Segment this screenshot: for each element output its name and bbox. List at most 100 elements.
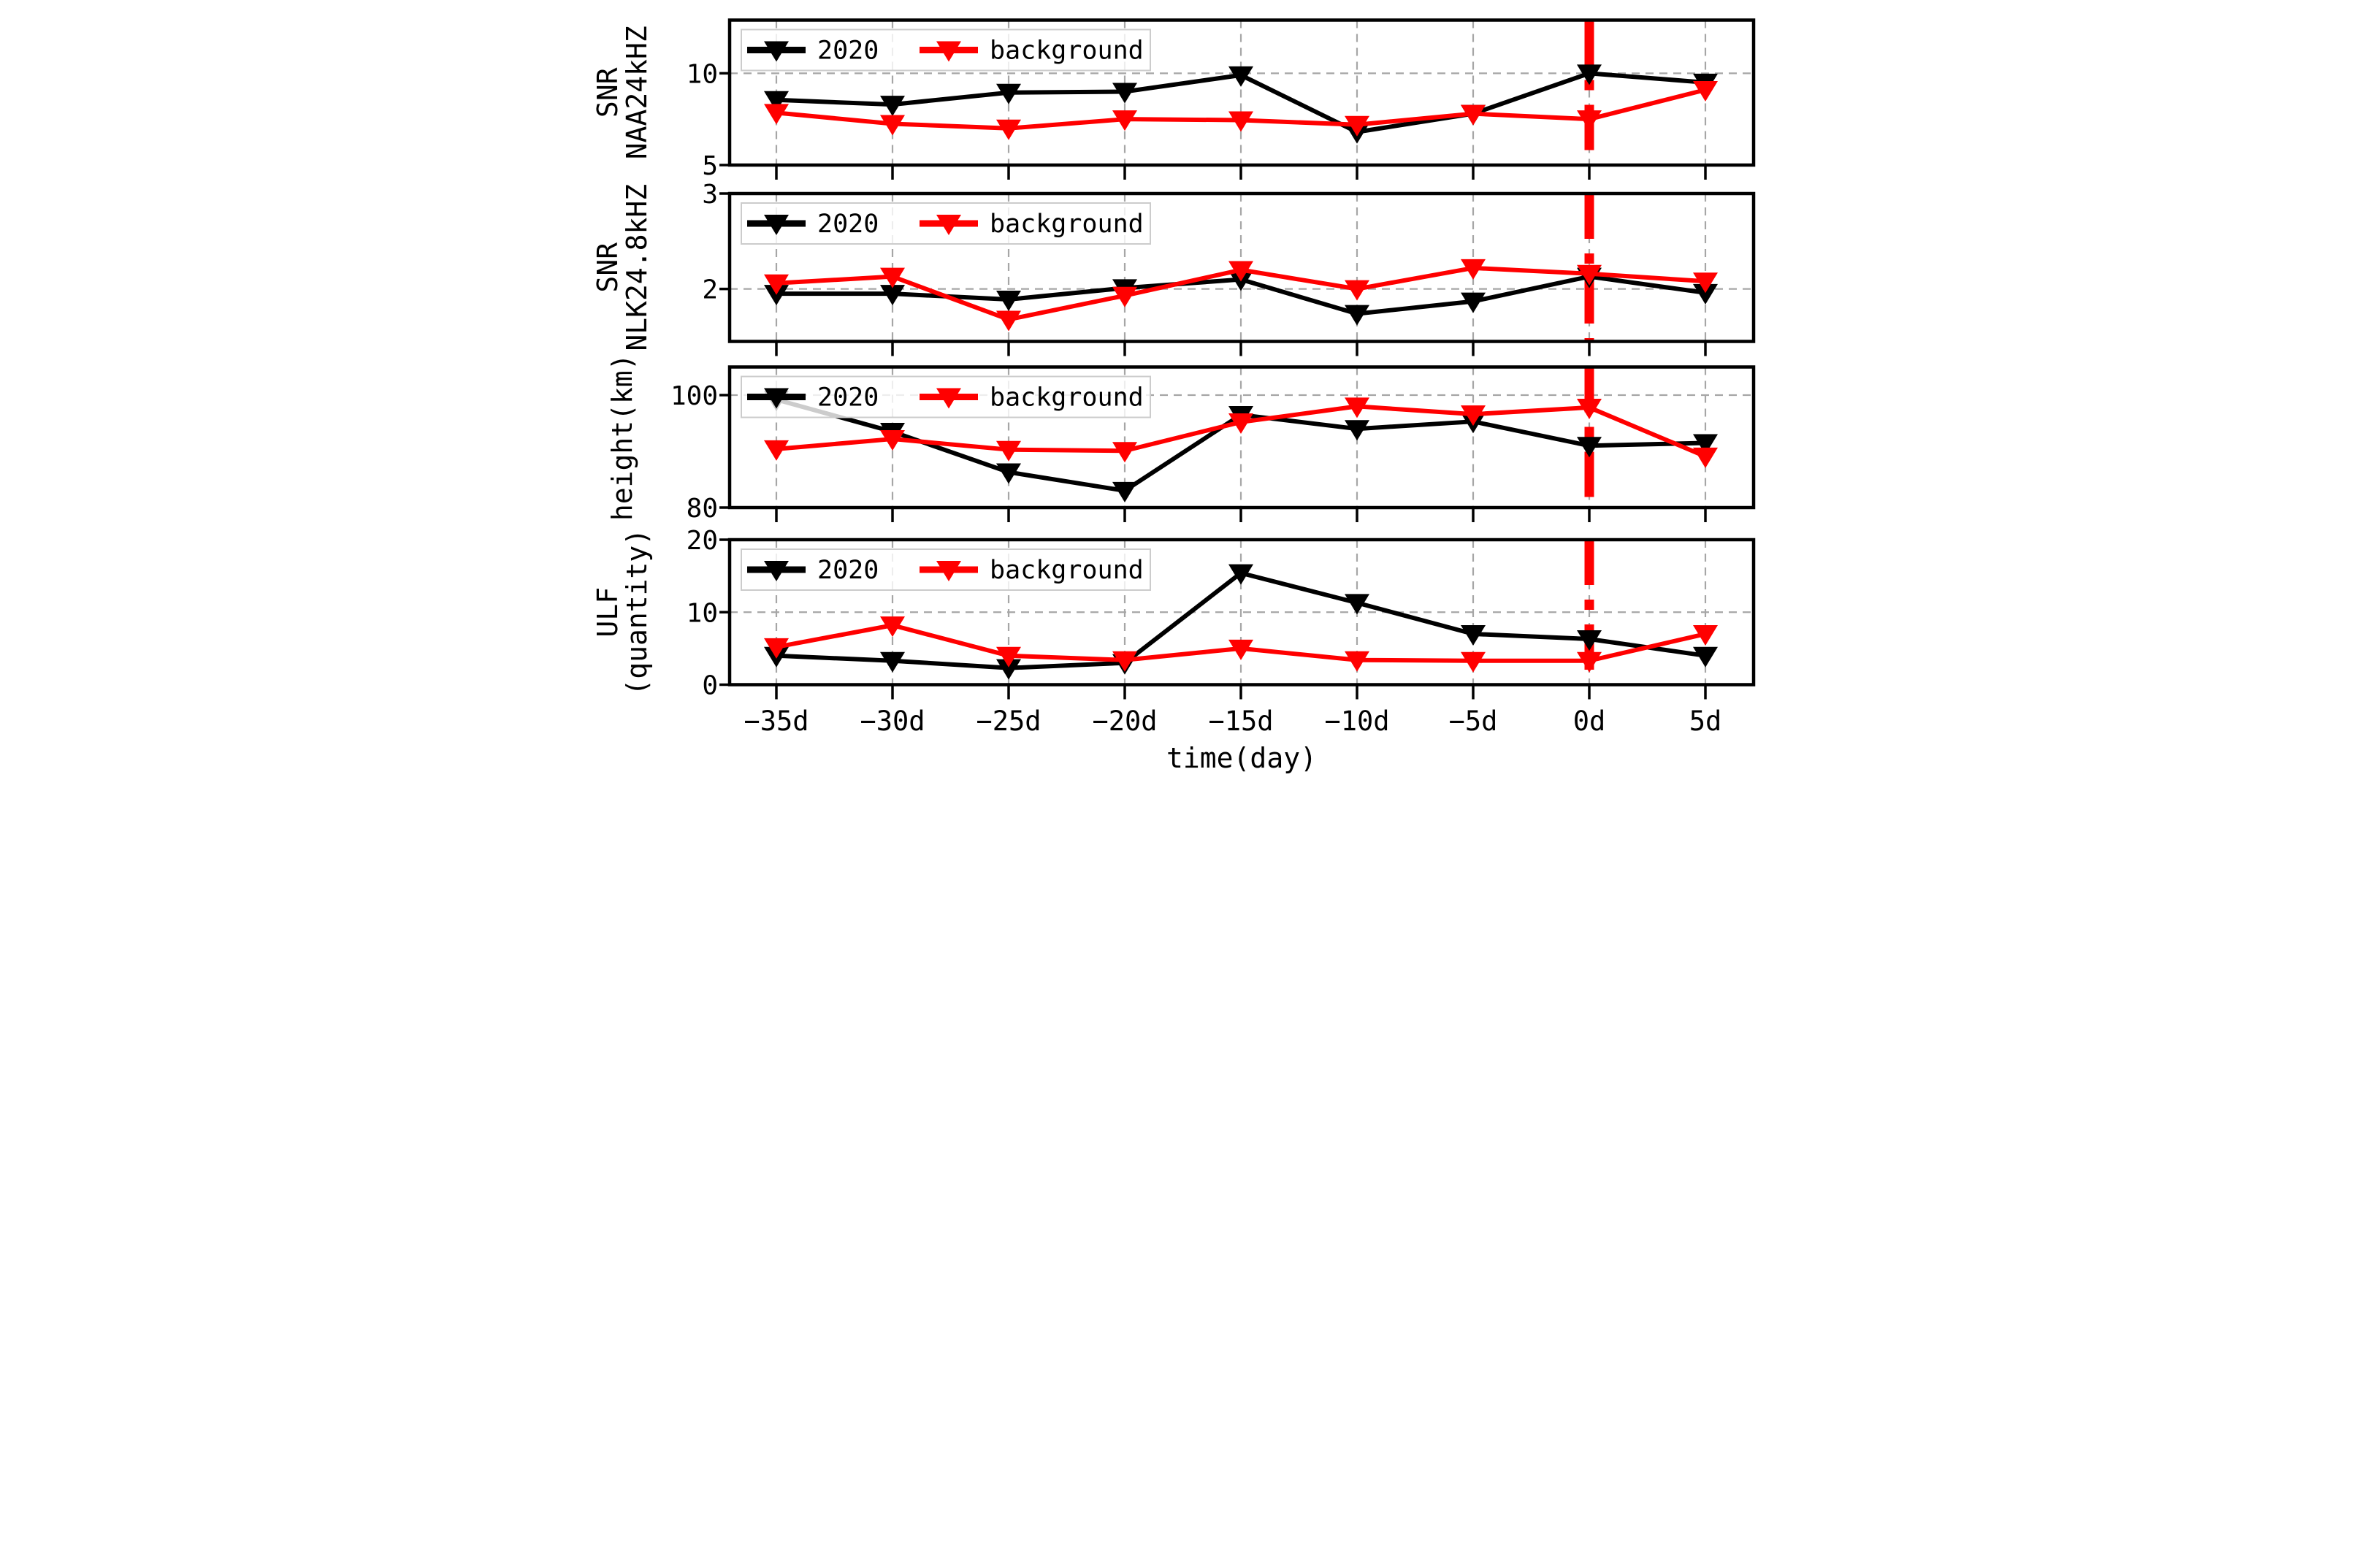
marker-2020-−20d	[1112, 83, 1137, 104]
marker-background-−35d	[763, 440, 789, 461]
x-tick-label-−35d: −35d	[744, 705, 809, 737]
marker-2020-−30d	[879, 651, 905, 673]
marker-2020-0d	[1576, 437, 1602, 458]
legend-label-background: background	[990, 383, 1144, 413]
marker-background-−35d	[763, 274, 789, 295]
marker-background-5d	[1692, 625, 1718, 646]
marker-2020-−25d	[995, 659, 1021, 680]
marker-background-−10d	[1344, 651, 1369, 672]
y-tick-label-100: 100	[670, 381, 717, 411]
marker-background-0d	[1576, 651, 1602, 673]
marker-background-−5d	[1460, 259, 1486, 280]
legend: 2020 background	[740, 28, 1151, 72]
y-axis-label-line: SNR	[592, 242, 624, 293]
y-tick-label-5: 5	[702, 151, 718, 181]
legend-marker-2020	[763, 41, 789, 62]
marker-background-−5d	[1460, 104, 1486, 126]
x-tick-label-−25d: −25d	[976, 705, 1041, 737]
legend: 2020 background	[740, 202, 1151, 245]
legend-label-background: background	[990, 210, 1144, 239]
marker-background-0d	[1576, 398, 1602, 419]
marker-background-−15d	[1228, 111, 1253, 132]
y-tick-label-80: 80	[686, 494, 717, 524]
marker-background-−20d	[1112, 286, 1137, 307]
legend-label-2020: 2020	[817, 37, 879, 66]
x-tick-label-−15d: −15d	[1208, 705, 1273, 737]
marker-background-−20d	[1112, 651, 1137, 672]
subplot-3: 2020 background 80 100 height(km)	[606, 353, 1755, 524]
marker-2020-−15d	[1228, 564, 1253, 585]
marker-2020-−10d	[1344, 594, 1369, 615]
marker-background-−20d	[1112, 110, 1137, 131]
marker-2020-−5d	[1460, 292, 1486, 313]
x-axis-title: time(day)	[1166, 742, 1317, 774]
x-tick-label-0d: 0d	[1572, 705, 1605, 737]
marker-background-−25d	[995, 646, 1021, 668]
marker-background-−25d	[995, 119, 1021, 140]
figure-container: 2020 background 5 10 SNR NAA24kHZ 2020 backgrou…	[590, 0, 1772, 784]
y-tick-label-20: 20	[686, 526, 717, 556]
series-background	[763, 397, 1718, 468]
marker-2020-−5d	[1460, 625, 1486, 646]
marker-background-5d	[1692, 272, 1718, 294]
marker-background-−20d	[1112, 442, 1137, 463]
marker-2020-0d	[1576, 64, 1602, 85]
x-tick-label-−20d: −20d	[1092, 705, 1157, 737]
marker-background-−30d	[879, 616, 905, 638]
x-tick-label-−5d: −5d	[1448, 705, 1497, 737]
series-background	[763, 259, 1718, 332]
legend-marker-background	[936, 561, 961, 581]
marker-background-−10d	[1344, 280, 1369, 301]
marker-2020-−30d	[879, 285, 905, 306]
legend-marker-background	[936, 388, 961, 409]
marker-background-−35d	[763, 638, 789, 659]
y-axis-label-line: ULF	[592, 587, 624, 638]
y-tick-label-10: 10	[686, 59, 717, 89]
marker-2020-5d	[1692, 646, 1718, 668]
marker-background-−10d	[1344, 115, 1369, 137]
marker-2020-5d	[1692, 434, 1718, 455]
legend: 2020 background	[740, 375, 1151, 418]
y-axis-label-line: NLK24.8kHZ	[621, 184, 653, 351]
y-axis-label-line: height(km)	[606, 353, 638, 521]
marker-2020-5d	[1692, 283, 1718, 305]
marker-2020-−35d	[763, 91, 789, 112]
marker-2020-−20d	[1112, 481, 1137, 502]
legend-marker-2020	[763, 215, 789, 235]
legend-label-2020: 2020	[817, 210, 879, 239]
subplot-4: 2020 background 0 10 20 ULF(quantity)	[592, 526, 1755, 701]
legend-label-2020: 2020	[817, 383, 879, 413]
y-axis-label-line: NAA24kHZ	[621, 26, 653, 159]
legend: 2020 background	[740, 548, 1151, 591]
marker-background-5d	[1692, 447, 1718, 468]
x-tick-label-−10d: −10d	[1324, 705, 1389, 737]
marker-background-−5d	[1460, 405, 1486, 427]
marker-2020-−25d	[995, 291, 1021, 312]
legend-marker-2020	[763, 561, 789, 581]
y-tick-label-3: 3	[702, 180, 718, 210]
marker-background-−5d	[1460, 651, 1486, 673]
series-background	[763, 80, 1718, 140]
x-axis: −35d −30d −25d −20d −15d −10d −5d 0d 5d time(day)	[744, 705, 1721, 774]
marker-background-0d	[1576, 264, 1602, 286]
marker-background-−25d	[995, 310, 1021, 332]
marker-background-−15d	[1228, 413, 1253, 434]
series-background	[763, 616, 1718, 673]
marker-2020-−25d	[995, 463, 1021, 484]
marker-background-0d	[1576, 110, 1602, 131]
legend-marker-2020	[763, 388, 789, 409]
marker-2020-−10d	[1344, 305, 1369, 326]
marker-2020-−35d	[763, 285, 789, 306]
y-axis-label-line: SNR	[592, 67, 624, 118]
y-tick-label-2: 2	[702, 275, 718, 305]
marker-2020-−30d	[879, 96, 905, 117]
y-tick-label-10: 10	[686, 598, 717, 628]
legend-marker-background	[936, 215, 961, 235]
marker-2020-−15d	[1228, 66, 1253, 87]
marker-background-5d	[1692, 80, 1718, 102]
marker-background-−10d	[1344, 397, 1369, 418]
marker-2020-0d	[1576, 630, 1602, 651]
marker-background-−30d	[879, 115, 905, 136]
